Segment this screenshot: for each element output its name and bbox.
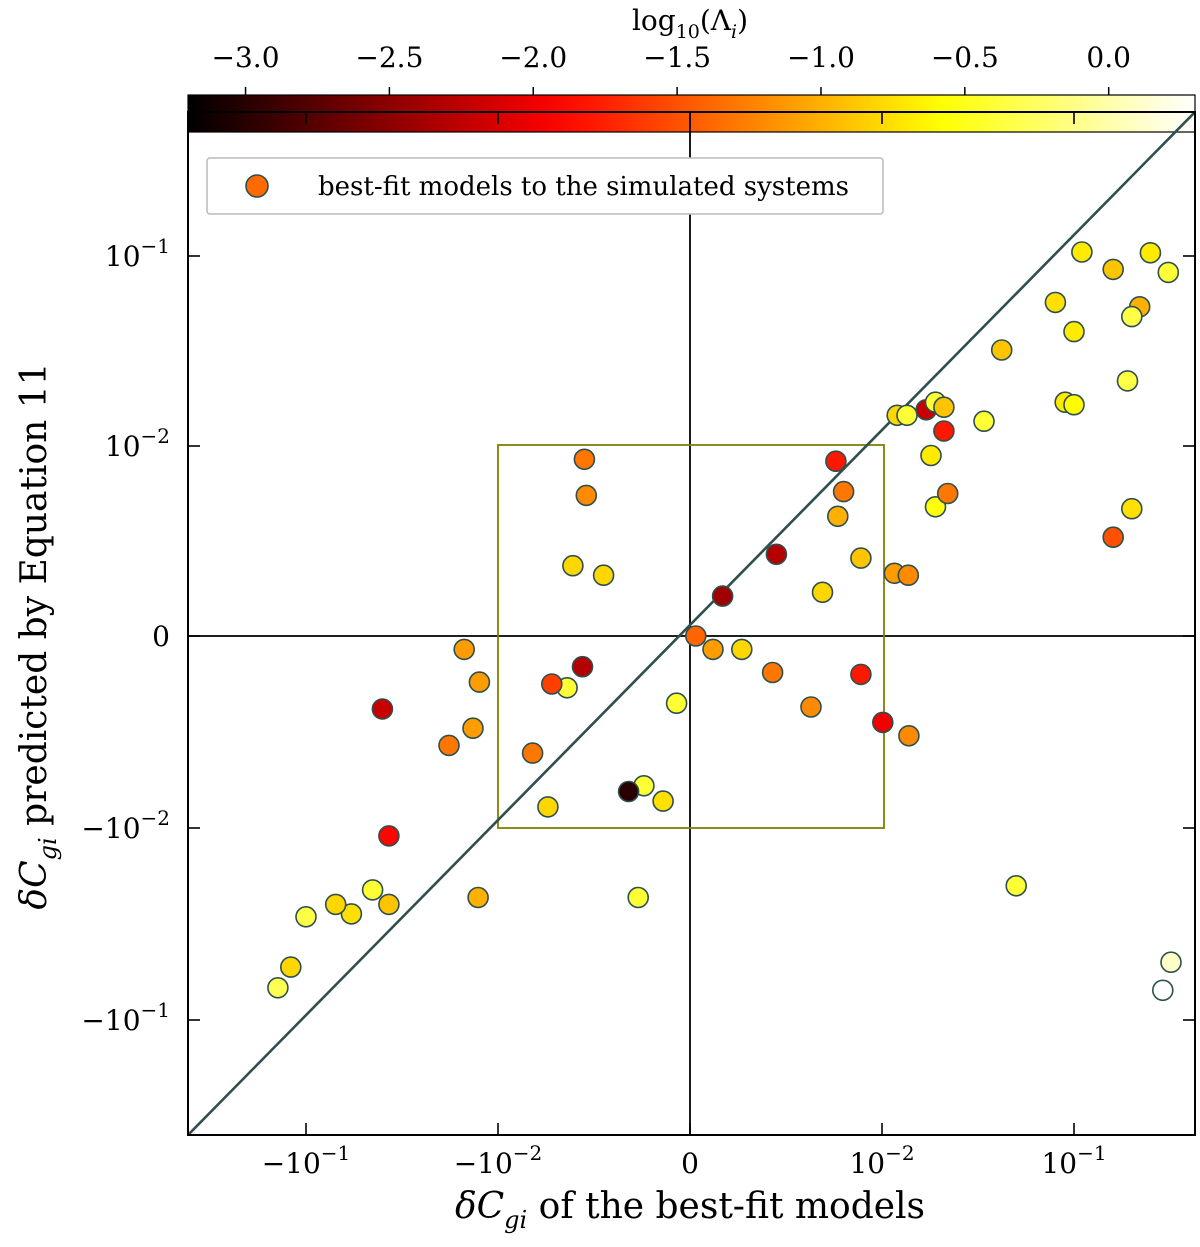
x-tick-label: 0 xyxy=(681,1147,699,1180)
data-point xyxy=(832,480,855,503)
data-point xyxy=(1121,497,1143,520)
data-point xyxy=(340,903,363,925)
data-point xyxy=(1063,320,1085,343)
data-point xyxy=(933,396,955,419)
data-point xyxy=(702,638,724,661)
legend: best-fit models to the simulated systems xyxy=(206,157,884,215)
data-point xyxy=(730,638,753,661)
legend-label: best-fit models to the simulated systems xyxy=(318,172,849,202)
data-point xyxy=(279,956,302,978)
data-point xyxy=(684,625,707,647)
data-point xyxy=(575,484,598,507)
data-point xyxy=(871,711,894,734)
colorbar-tick-label: −2.5 xyxy=(355,41,423,74)
data-point xyxy=(1044,291,1067,314)
y-tick-label: 10−2 xyxy=(105,424,170,463)
data-point xyxy=(765,543,788,566)
data-point xyxy=(1160,951,1182,974)
data-point xyxy=(1102,526,1124,549)
data-point xyxy=(896,404,918,427)
data-point xyxy=(990,339,1013,361)
data-point xyxy=(1157,261,1180,284)
data-point xyxy=(936,482,959,505)
data-point xyxy=(1005,874,1028,897)
colorbar-ticks: −3.0 −2.5 −2.0 −1.5 −1.0 −0.5 0.0 xyxy=(212,41,1131,95)
data-point xyxy=(800,696,822,718)
data-point xyxy=(665,692,688,715)
data-point xyxy=(973,410,995,433)
data-point xyxy=(540,673,563,695)
colorbar-gradient xyxy=(187,94,1196,133)
plot-frame xyxy=(187,111,1196,1136)
data-point xyxy=(378,825,400,847)
y-tick-label: −10−1 xyxy=(81,998,170,1037)
data-point xyxy=(324,893,347,916)
data-point xyxy=(361,879,384,901)
x-tick-label: −10−2 xyxy=(454,1141,543,1180)
colorbar: log10(Λi) −3.0 −2.5 −2.0 −1.5 −1.0 −0.5 0.0 xyxy=(187,4,1196,133)
colorbar-tick-label: −3.0 xyxy=(212,41,280,74)
y-tick-label: −10−2 xyxy=(81,806,170,845)
data-point xyxy=(924,495,947,518)
data-point xyxy=(920,444,942,467)
plot-area: −10−1 −10−2 0 10−2 10−1 10−1 10−2 0 −10−2 −10−1 xyxy=(81,111,1196,1180)
data-point xyxy=(1071,241,1093,263)
data-point xyxy=(1116,370,1139,392)
legend-marker xyxy=(245,174,269,198)
data-point xyxy=(592,564,615,587)
colorbar-tick-label: 0.0 xyxy=(1086,41,1131,74)
data-point xyxy=(850,663,872,686)
colorbar-tick-label: −1.5 xyxy=(643,41,711,74)
data-point xyxy=(933,420,955,442)
colorbar-tick-label: −2.0 xyxy=(499,41,567,74)
y-axis-ticks: 10−1 10−2 0 −10−2 −10−1 xyxy=(81,234,1195,1037)
data-point xyxy=(453,638,476,661)
x-axis-ticks: −10−1 −10−2 0 10−2 10−1 xyxy=(262,112,1107,1180)
data-point xyxy=(826,505,849,528)
x-tick-label: 10−2 xyxy=(849,1141,914,1180)
data-point xyxy=(467,886,489,909)
data-point xyxy=(521,742,544,764)
data-point xyxy=(898,724,920,747)
colorbar-tick-label: −1.0 xyxy=(787,41,855,74)
highlight-box xyxy=(497,444,885,829)
data-point xyxy=(825,450,847,473)
y-tick-label: 10−1 xyxy=(105,234,170,273)
data-point xyxy=(371,698,394,720)
data-point xyxy=(1121,305,1143,328)
y-axis-label: δCgi predicted by Equation 11 xyxy=(14,362,62,909)
x-tick-label: −10−1 xyxy=(262,1141,351,1180)
data-point xyxy=(1139,242,1162,264)
data-point xyxy=(462,717,484,740)
data-point xyxy=(1063,393,1085,416)
identity-line xyxy=(188,112,1195,1135)
data-point xyxy=(627,886,650,909)
data-point xyxy=(573,448,596,471)
data-point xyxy=(537,796,559,818)
y-tick-label: 0 xyxy=(152,620,170,653)
data-point xyxy=(850,547,872,569)
data-point xyxy=(1102,258,1124,281)
data-point xyxy=(267,976,289,999)
data-point xyxy=(438,734,460,757)
data-point xyxy=(761,661,784,684)
data-point xyxy=(1152,979,1174,1002)
data-point xyxy=(897,564,920,587)
data-point xyxy=(711,585,734,607)
data-point xyxy=(571,655,594,678)
data-points xyxy=(267,241,1182,1002)
colorbar-label: log10(Λi) xyxy=(632,4,748,43)
x-tick-label: 10−1 xyxy=(1041,1141,1106,1180)
data-point xyxy=(617,780,640,803)
data-point xyxy=(652,790,674,812)
x-axis-label: δCgi of the best-fit models xyxy=(455,1186,925,1234)
data-point xyxy=(468,671,491,693)
data-point xyxy=(378,893,400,916)
data-point xyxy=(811,581,834,604)
colorbar-tick-label: −0.5 xyxy=(931,41,999,74)
data-point xyxy=(562,554,584,577)
legend-box xyxy=(206,157,884,215)
data-point xyxy=(295,905,317,928)
